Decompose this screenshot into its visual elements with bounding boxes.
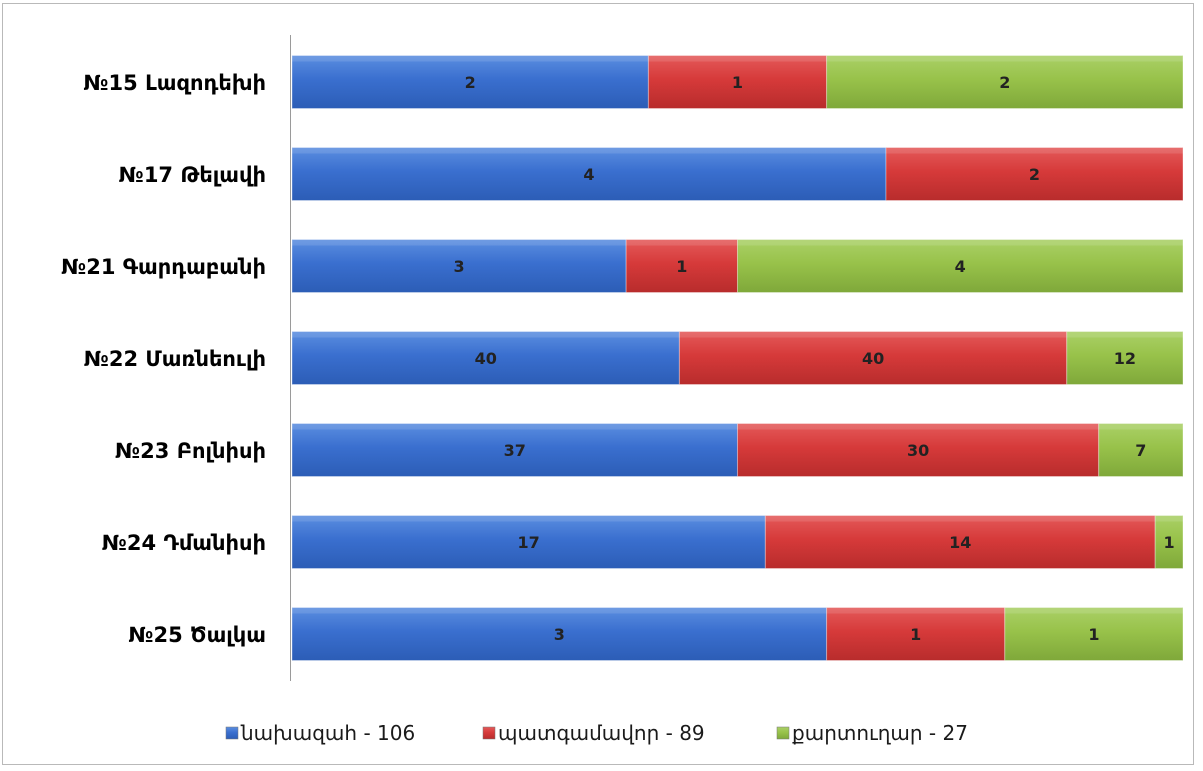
- category-label: №17 Թելավի: [119, 163, 266, 187]
- bar-highlight: [292, 331, 680, 338]
- bar-highlight: [1098, 423, 1183, 430]
- bar-segment-blue: [291, 607, 828, 661]
- bar-segment-green: [1098, 423, 1184, 477]
- bar-segment-red: [764, 515, 1156, 569]
- bar-segment-green: [737, 239, 1184, 293]
- bar-segment-red: [647, 55, 828, 109]
- bar-segment-red: [737, 423, 1100, 477]
- bars-layer: [291, 55, 1184, 661]
- data-label: 4: [955, 257, 966, 276]
- data-label: 3: [453, 257, 464, 276]
- data-label: 12: [1114, 349, 1136, 368]
- category-label: №23 Բոլնիսի: [115, 439, 266, 463]
- bar-highlight: [648, 55, 827, 62]
- data-label: 14: [949, 533, 971, 552]
- bar-segment-green: [826, 55, 1184, 109]
- data-label: 2: [465, 73, 476, 92]
- data-label: 2: [999, 73, 1010, 92]
- bar-highlight: [826, 607, 1005, 614]
- bar-highlight: [765, 515, 1156, 522]
- bar-highlight: [1004, 607, 1183, 614]
- legend-swatch: [482, 726, 496, 740]
- data-label: 1: [910, 625, 921, 644]
- data-label: 40: [862, 349, 884, 368]
- category-label: №22 Մառնեուլի: [84, 347, 266, 371]
- bar-segment-blue: [291, 331, 680, 385]
- bar-segment-red: [885, 147, 1184, 201]
- data-label: 4: [583, 165, 594, 184]
- data-label: 1: [1088, 625, 1099, 644]
- bar-segment-blue: [291, 55, 649, 109]
- bar-segment-green: [1154, 515, 1184, 569]
- data-label: 1: [676, 257, 687, 276]
- data-label: 37: [504, 441, 526, 460]
- bar-highlight: [1066, 331, 1183, 338]
- data-label: 1: [732, 73, 743, 92]
- data-label: 30: [907, 441, 929, 460]
- legend-swatch: [225, 726, 239, 740]
- bar-highlight: [292, 515, 766, 522]
- bar-highlight: [737, 239, 1183, 246]
- bar-segment-green: [1004, 607, 1184, 661]
- category-label: №24 Դմանիսի: [102, 531, 266, 555]
- bar-segment-blue: [291, 515, 766, 569]
- bar-segment-blue: [291, 423, 738, 477]
- data-label: 7: [1135, 441, 1146, 460]
- legend-swatch: [776, 726, 790, 740]
- bar-highlight: [292, 607, 827, 614]
- bar-segment-green: [1066, 331, 1184, 385]
- bar-highlight: [292, 55, 649, 62]
- data-label: 1: [1164, 533, 1175, 552]
- legend: նախազահ - 106 պատգամավոր - 89 քարտուղար - …: [225, 721, 968, 745]
- bar-highlight: [292, 423, 738, 430]
- category-label: №21 Գարդաբանի: [61, 255, 266, 279]
- legend-label: պատգամավոր - 89: [498, 721, 705, 745]
- bar-segment-red: [826, 607, 1006, 661]
- category-label: №15 Լազոդեխի: [83, 71, 266, 95]
- bar-highlight: [1155, 515, 1183, 522]
- bar-highlight: [292, 147, 886, 154]
- data-label: 40: [475, 349, 497, 368]
- bar-highlight: [737, 423, 1099, 430]
- bar-highlight: [292, 239, 627, 246]
- bar-highlight: [826, 55, 1183, 62]
- data-label: 3: [554, 625, 565, 644]
- data-label: 17: [518, 533, 540, 552]
- bar-highlight: [679, 331, 1067, 338]
- legend-label: քարտուղար - 27: [792, 721, 968, 745]
- bar-segment-red: [678, 331, 1068, 385]
- data-label: 2: [1029, 165, 1040, 184]
- bar-highlight: [886, 147, 1183, 154]
- legend-label: նախազահ - 106: [240, 721, 415, 745]
- bar-segment-red: [625, 239, 738, 293]
- category-label: №25 Ծալկա: [128, 623, 266, 647]
- bar-highlight: [626, 239, 738, 246]
